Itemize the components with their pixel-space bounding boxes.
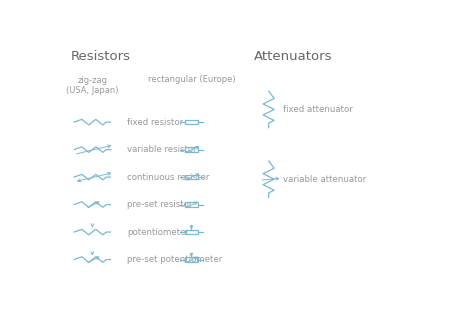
Text: Attenuators: Attenuators: [254, 50, 332, 63]
Text: zig-zag
(USA, Japan): zig-zag (USA, Japan): [66, 76, 118, 95]
Text: potentiometer: potentiometer: [127, 228, 189, 237]
Text: pre-set resistor: pre-set resistor: [127, 200, 192, 209]
Bar: [184, 120, 199, 124]
Text: rectangular (Europe): rectangular (Europe): [148, 74, 235, 84]
Bar: [184, 203, 199, 207]
Bar: [184, 147, 199, 152]
Text: variable attenuator: variable attenuator: [283, 175, 366, 184]
Text: continuous resistor: continuous resistor: [127, 172, 210, 182]
Bar: [184, 230, 199, 234]
Text: fixed attenuator: fixed attenuator: [283, 105, 353, 114]
Text: fixed resistor: fixed resistor: [127, 118, 183, 127]
Text: pre-set potentiometer: pre-set potentiometer: [127, 255, 222, 264]
Text: variable resistor: variable resistor: [127, 145, 197, 154]
Bar: [184, 175, 199, 179]
Bar: [184, 257, 199, 262]
Text: Resistors: Resistors: [70, 50, 130, 63]
